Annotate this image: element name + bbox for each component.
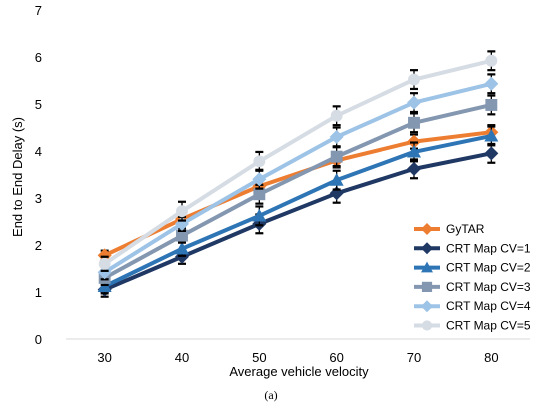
data-point [485,98,498,111]
y-tick-label: 4 [35,144,42,159]
series-line [102,102,494,280]
legend: GyTAR CRT Map CV=1 CRT Map CV=2 CRT Map CV=… [414,222,531,333]
legend-marker [421,261,433,273]
y-tick-label: 0 [35,332,42,347]
data-point [97,248,112,263]
data-point [176,205,188,218]
y-tick-label: 5 [35,97,42,112]
y-tick-labels: 0 1 2 3 4 5 6 7 [35,3,42,347]
legend-marker [421,300,433,313]
data-point [253,155,266,168]
data-point [329,129,344,144]
legend-item: CRT Map CV=3 [414,280,531,294]
y-tick-label: 6 [35,50,42,65]
data-point [330,150,343,163]
data-point [253,188,266,201]
data-point [252,172,267,187]
legend-item: CRT Map CV=2 [414,261,531,275]
data-point [408,73,420,86]
data-point [330,109,343,122]
y-tick-label: 7 [35,3,42,18]
series-2 [97,142,499,298]
legend-item: CRT Map CV=4 [414,299,531,313]
data-point [329,173,344,186]
y-tick-label: 1 [35,285,42,300]
series-6 [98,50,498,272]
x-tick-label: 40 [175,350,189,365]
legend-marker [421,223,433,235]
legend-label: CRT Map CV=3 [446,280,531,294]
legend-marker [421,320,433,331]
series-group [97,50,499,298]
legend-item: GyTAR [414,222,485,236]
x-tick-label: 60 [329,350,343,365]
data-point [484,128,499,142]
y-tick-label: 2 [35,238,42,253]
data-point [407,161,421,176]
series-line [102,133,494,289]
data-point [175,241,189,255]
legend-label: GyTAR [446,222,485,236]
x-tick-label: 30 [97,350,111,365]
x-tick-labels: 30 40 50 60 70 80 [97,350,498,365]
data-point [252,208,267,222]
y-tick-label: 3 [35,191,42,206]
data-point [484,146,499,161]
legend-item: CRT Map CV=1 [414,241,531,255]
x-axis-label: Average vehicle velocity [229,364,369,379]
data-point [407,144,421,158]
legend-marker [421,242,433,255]
x-tick-label: 80 [484,350,498,365]
data-point [98,257,111,270]
data-point [484,76,499,91]
data-point [97,265,112,280]
series-line [102,58,494,266]
x-tick-label: 50 [252,350,266,365]
data-point [485,54,498,67]
figure-caption: (a) [264,388,277,402]
legend-label: CRT Map CV=4 [446,299,531,313]
data-point [408,116,420,129]
series-line [102,81,494,275]
legend-item: CRT Map CV=5 [414,319,531,333]
series-4 [98,94,498,287]
legend-label: CRT Map CV=2 [446,261,531,275]
y-axis-label: End to End Delay (s) [10,117,25,237]
legend-marker [421,281,433,292]
legend-label: CRT Map CV=5 [446,319,531,333]
data-point [176,229,188,242]
data-point [407,95,421,110]
legend-label: CRT Map CV=1 [446,241,531,255]
x-tick-label: 70 [407,350,421,365]
series-line [102,151,494,292]
